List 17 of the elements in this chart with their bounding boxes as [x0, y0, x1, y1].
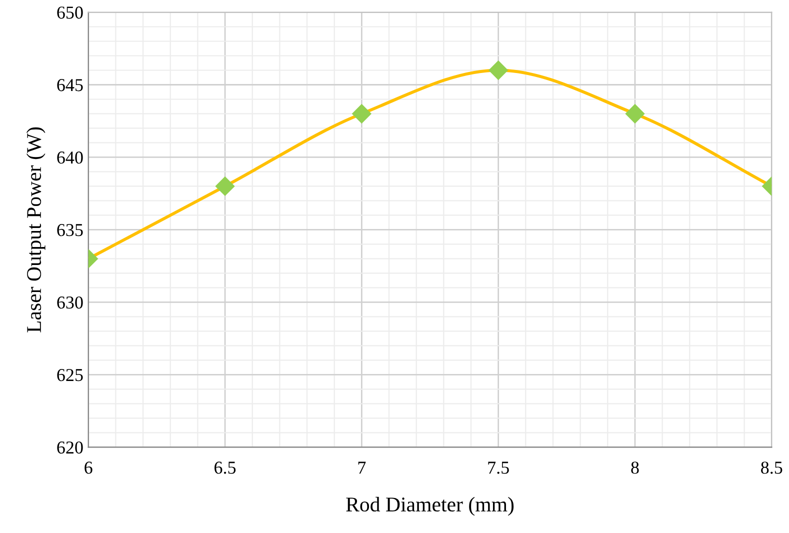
x-tick-label: 6.5: [214, 462, 236, 474]
point: [352, 104, 372, 124]
y-tick-label: 640: [57, 151, 83, 164]
y-tick-label: 625: [57, 369, 83, 382]
x-tick-label: 8: [631, 462, 639, 474]
x-tick-label: 7: [358, 462, 366, 474]
x-tick-label: 6: [84, 462, 92, 474]
y-tick-label: 630: [57, 296, 83, 309]
y-tick-label: 650: [57, 6, 83, 19]
y-tick-label: 645: [57, 79, 83, 92]
y-axis-title: Laser Output Power (W): [26, 127, 46, 332]
x-tick-label: 8.5: [761, 462, 782, 474]
point: [488, 60, 508, 80]
x-tick-label: 7.5: [488, 462, 509, 474]
x-axis-title: Rod Diameter (mm): [346, 496, 514, 516]
y-tick-label: 620: [57, 441, 83, 454]
y-tick-label: 635: [57, 224, 83, 236]
